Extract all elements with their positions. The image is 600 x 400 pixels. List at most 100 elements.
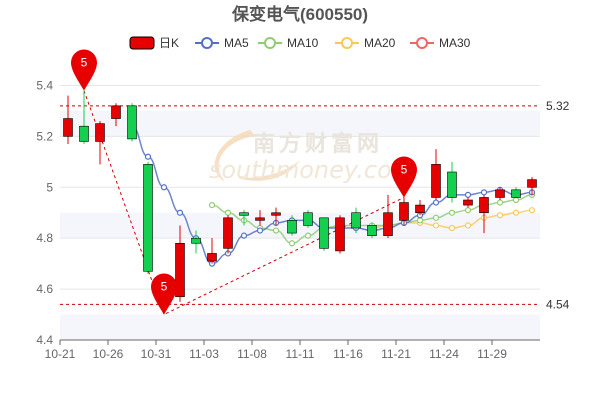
candle	[191, 230, 201, 254]
candle	[383, 194, 393, 239]
ma5-point	[480, 189, 488, 196]
candle	[527, 177, 537, 195]
legend-label: MA30	[439, 36, 471, 50]
candle	[127, 103, 137, 142]
ma10-point	[416, 217, 424, 224]
axes: 4.4 4.6 4.8 5 5.2 5.4 10-21 10-26 10-31 11-03 11-0…	[36, 78, 540, 361]
candle-body	[463, 199, 473, 206]
x-tick-label: 10-21	[45, 347, 76, 361]
legend-item[interactable]: MA10	[258, 36, 319, 50]
marker-label: 5	[81, 56, 88, 70]
candle-body	[351, 212, 361, 229]
candle-body	[175, 242, 185, 298]
ref-line-label: 5.32	[546, 99, 570, 113]
candle	[287, 215, 297, 236]
legend-item[interactable]: MA30	[410, 36, 471, 50]
marker-pin: 5	[151, 273, 177, 315]
ma10-point	[288, 240, 296, 247]
ma10-point	[464, 207, 472, 214]
candle-body	[223, 217, 233, 249]
legend-label: MA5	[224, 36, 249, 50]
candle	[351, 207, 361, 234]
ma5-point	[160, 184, 168, 191]
candle-body	[95, 123, 105, 142]
legend-swatch	[341, 37, 353, 49]
ma10-point	[512, 196, 520, 204]
marker-pin-shape	[151, 273, 177, 315]
ma20-point	[512, 209, 520, 216]
ma5-point	[432, 199, 440, 206]
candle	[111, 103, 121, 127]
y-tick-label: 4.6	[36, 282, 53, 296]
y-tick-label: 5.4	[36, 78, 53, 92]
candle	[319, 217, 329, 251]
candle-body	[63, 118, 73, 137]
ma5-point	[144, 153, 152, 160]
legend-label: 日K	[159, 36, 179, 50]
candle-body	[367, 225, 377, 236]
ma20-point	[464, 222, 472, 229]
ma20-point	[448, 224, 456, 232]
x-tick-label: 11-21	[381, 347, 411, 361]
legend-item[interactable]: MA20	[335, 36, 396, 50]
ma5-point	[464, 191, 472, 199]
candle-body	[399, 202, 409, 221]
candle-body	[239, 212, 249, 216]
ma10-point	[304, 232, 312, 239]
legend-item[interactable]: MA5	[195, 36, 249, 50]
ma10-point	[224, 209, 232, 216]
watermark-en: southmoney.com	[209, 156, 415, 184]
marker-pin-shape	[71, 49, 97, 91]
background-bands	[60, 110, 540, 340]
candle-body	[479, 197, 489, 214]
ma5-point	[256, 227, 264, 234]
candle	[303, 210, 313, 228]
candle	[143, 161, 153, 274]
x-tick-label: 11-16	[333, 347, 363, 361]
legend-item[interactable]: 日K	[129, 36, 179, 50]
candle-body	[207, 253, 217, 262]
chart-title: 保变电气(600550)	[231, 4, 368, 24]
candle-body	[79, 125, 89, 142]
ma20-point	[496, 212, 504, 219]
candle-body	[431, 164, 441, 198]
ma20-point	[528, 207, 536, 214]
candle-body	[191, 237, 201, 244]
candle	[511, 187, 521, 198]
candle	[271, 207, 281, 226]
ma5-point	[176, 209, 184, 216]
legend-swatch	[201, 37, 213, 49]
x-tick-label: 11-11	[286, 347, 315, 361]
candle	[447, 161, 457, 203]
legend-label: MA20	[364, 36, 396, 50]
candle-body	[335, 217, 345, 252]
legend[interactable]: 日K MA5 MA10 MA20 MA30	[129, 36, 471, 50]
y-tick-label: 5.2	[36, 129, 53, 143]
candle	[335, 215, 345, 254]
x-tick-label: 11-08	[237, 347, 267, 361]
candle-body	[287, 220, 297, 234]
candle	[95, 121, 105, 165]
candle-body	[303, 212, 313, 226]
legend-label: MA10	[287, 36, 319, 50]
candle	[223, 215, 233, 254]
y-tick-label: 4.8	[36, 231, 53, 245]
x-tick-label: 10-26	[93, 347, 124, 361]
marker-label: 5	[161, 280, 168, 294]
legend-swatch	[416, 37, 428, 49]
watermark-cn: 南方财富网	[253, 131, 383, 157]
candle-body	[527, 179, 537, 188]
candle-body	[271, 212, 281, 216]
candle-body	[447, 171, 457, 198]
ma10-point	[432, 214, 440, 221]
band	[60, 212, 540, 239]
candle	[463, 197, 473, 208]
candle-body	[495, 189, 505, 198]
markers: 5 5 5	[71, 49, 417, 315]
legend-swatch	[264, 37, 276, 49]
candle	[479, 194, 489, 234]
candle	[255, 210, 265, 226]
candle	[495, 187, 505, 200]
